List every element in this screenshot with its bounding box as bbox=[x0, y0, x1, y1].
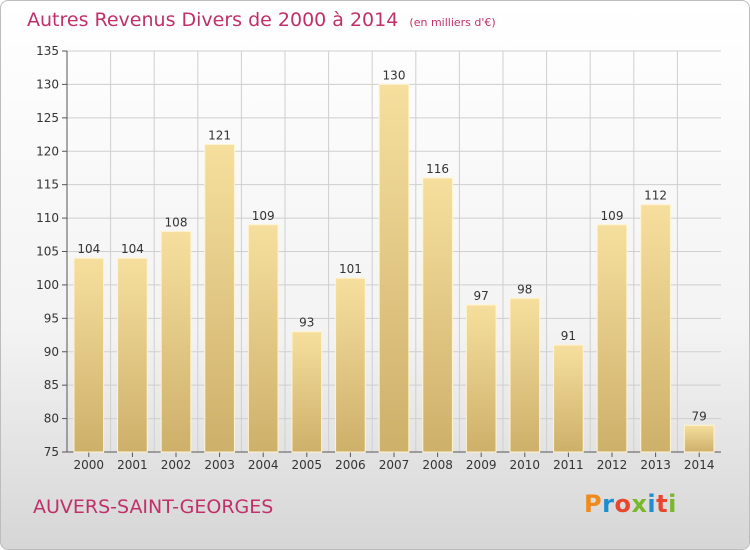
x-tick-label-2002: 2002 bbox=[161, 458, 192, 472]
data-label-2003: 121 bbox=[208, 129, 231, 143]
axis-layer: 75 80 85 90 95 100 105 110 115 120 125 130 135 2000 20… bbox=[36, 44, 721, 472]
logo-letter: r bbox=[602, 490, 615, 518]
data-label-2000: 104 bbox=[77, 242, 100, 256]
bar-2002 bbox=[160, 230, 192, 453]
logo-letter: o bbox=[614, 490, 632, 518]
bar-2009 bbox=[465, 304, 497, 453]
data-label-2012: 109 bbox=[601, 209, 624, 223]
logo-letter: x bbox=[631, 490, 648, 518]
x-tick-label-2013: 2013 bbox=[640, 458, 671, 472]
data-label-2006: 101 bbox=[339, 262, 362, 276]
logo-letter: P bbox=[584, 490, 603, 518]
bar-2014 bbox=[683, 424, 715, 453]
data-label-2004: 109 bbox=[252, 209, 275, 223]
logo-letter: i bbox=[668, 490, 677, 518]
y-tick-label-105: 105 bbox=[36, 245, 59, 259]
y-tick-label-110: 110 bbox=[36, 211, 59, 225]
x-tick-label-2007: 2007 bbox=[379, 458, 410, 472]
bar-2001 bbox=[117, 257, 148, 453]
x-tick-label-2008: 2008 bbox=[422, 458, 453, 472]
bar-2003 bbox=[204, 144, 235, 453]
y-tick-label-90: 90 bbox=[44, 345, 59, 359]
x-tick-label-2004: 2004 bbox=[248, 458, 279, 472]
bar-2007 bbox=[378, 83, 410, 453]
logo-letter: i bbox=[647, 490, 657, 518]
data-label-2010: 98 bbox=[517, 282, 532, 296]
x-tick-label-2000: 2000 bbox=[74, 458, 105, 472]
y-tick-label-100: 100 bbox=[36, 278, 59, 292]
y-tick-label-85: 85 bbox=[44, 378, 59, 392]
y-tick-label-80: 80 bbox=[44, 412, 59, 426]
data-label-2008: 116 bbox=[426, 162, 449, 176]
x-tick-label-2001: 2001 bbox=[117, 458, 148, 472]
y-tick-label-130: 130 bbox=[36, 77, 59, 91]
commune-name: AUVERS-SAINT-GEORGES bbox=[33, 496, 274, 518]
y-tick-label-95: 95 bbox=[44, 311, 59, 325]
chart-title-main: Autres Revenus Divers de 2000 à 2014 bbox=[27, 9, 399, 31]
bar-2006 bbox=[335, 277, 366, 453]
label-layer: 104 104 108 121 109 93 101 130 116 97 98 91 109 112 79 bbox=[77, 68, 706, 423]
bar-2005 bbox=[291, 331, 323, 453]
data-label-2001: 104 bbox=[121, 242, 144, 256]
x-tick-label-2006: 2006 bbox=[335, 458, 366, 472]
data-label-2002: 108 bbox=[165, 215, 188, 229]
y-tick-label-75: 75 bbox=[44, 445, 59, 459]
data-label-2005: 93 bbox=[299, 316, 314, 330]
x-tick-label-2003: 2003 bbox=[204, 458, 235, 472]
y-tick-label-115: 115 bbox=[36, 178, 59, 192]
data-label-2011: 91 bbox=[561, 329, 576, 343]
y-tick-label-120: 120 bbox=[36, 144, 59, 158]
x-tick-label-2011: 2011 bbox=[553, 458, 584, 472]
data-label-2013: 112 bbox=[644, 189, 667, 203]
bar-2011 bbox=[553, 344, 584, 453]
bar-layer bbox=[73, 83, 715, 453]
x-tick-label-2009: 2009 bbox=[466, 458, 497, 472]
bar-2004 bbox=[247, 224, 279, 453]
bar-2013 bbox=[640, 204, 671, 453]
y-tick-label-135: 135 bbox=[36, 44, 59, 58]
x-tick-label-2005: 2005 bbox=[292, 458, 323, 472]
bar-2000 bbox=[73, 257, 105, 453]
x-tick-label-2014: 2014 bbox=[684, 458, 715, 472]
data-label-2009: 97 bbox=[474, 289, 489, 303]
bar-2010 bbox=[509, 297, 541, 453]
data-label-2014: 79 bbox=[692, 409, 707, 423]
data-label-2007: 130 bbox=[383, 68, 406, 82]
x-tick-label-2010: 2010 bbox=[510, 458, 541, 472]
logo-letter: t bbox=[656, 490, 669, 518]
bar-2012 bbox=[596, 224, 628, 453]
chart-title: Autres Revenus Divers de 2000 à 2014 (en… bbox=[27, 9, 496, 31]
x-tick-label-2012: 2012 bbox=[597, 458, 628, 472]
bar-2008 bbox=[422, 177, 453, 453]
proxiti-logo: Proxiti bbox=[584, 490, 677, 518]
y-tick-label-125: 125 bbox=[36, 111, 59, 125]
chart-title-unit: (en milliers d'€) bbox=[409, 16, 496, 29]
